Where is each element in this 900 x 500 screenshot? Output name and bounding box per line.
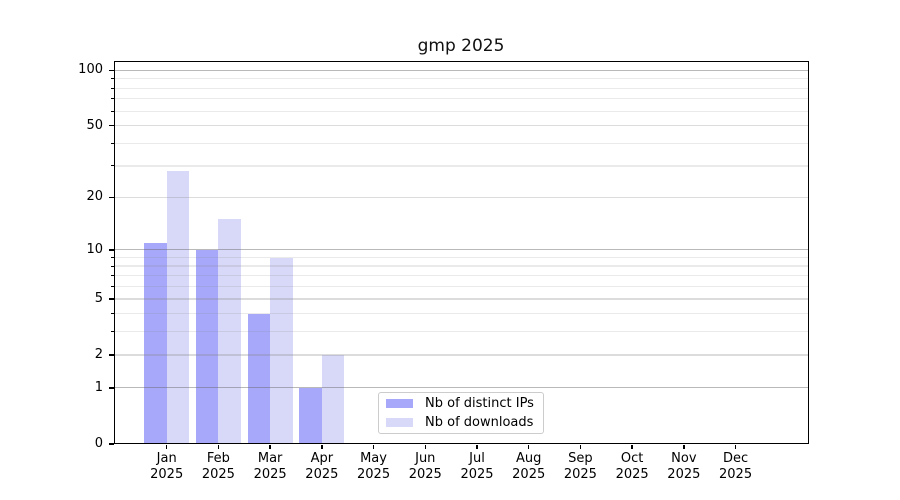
bar-distinct-ips-mar (247, 313, 271, 444)
y-tick-10 (108, 249, 114, 251)
x-tick-label-sep: Sep 2025 (563, 451, 597, 482)
x-tick-jan (166, 444, 168, 450)
y-tick-label-100: 100 (78, 62, 103, 78)
gridline-y-minor-7 (114, 275, 810, 277)
y-tick-50 (108, 124, 114, 127)
bar-downloads-mar (270, 257, 293, 444)
y-tick-minor-6 (110, 285, 114, 287)
y-tick-20 (108, 196, 114, 199)
y-tick-1 (108, 387, 114, 389)
y-tick-minor-7 (110, 275, 114, 277)
gridline-y-minor-80 (114, 87, 810, 89)
gridline-y-1 (114, 387, 810, 389)
y-tick-100 (108, 69, 114, 71)
bar-distinct-ips-apr (299, 387, 322, 444)
legend: Nb of distinct IPs Nb of downloads (378, 392, 544, 434)
x-tick-label-nov: Nov 2025 (667, 451, 701, 482)
gridline-y-minor-4 (114, 313, 810, 315)
y-tick-minor-60 (110, 110, 114, 112)
bar-downloads-jan (166, 171, 190, 444)
gridline-y-minor-40 (114, 142, 810, 144)
x-tick-label-jun: Jun 2025 (408, 451, 442, 482)
gridline-y-minor-70 (114, 98, 810, 100)
legend-swatch-downloads (386, 417, 413, 428)
gridline-y-20 (114, 196, 810, 199)
gridline-y-minor-90 (114, 78, 810, 80)
legend-item-distinct-ips: Nb of distinct IPs (386, 396, 536, 411)
bar-downloads-feb (218, 219, 241, 444)
legend-swatch-distinct-ips (386, 398, 413, 409)
y-tick-label-5: 5 (94, 290, 103, 306)
bar-downloads-apr (321, 355, 345, 444)
x-tick-mar (269, 444, 271, 450)
x-tick-dec (734, 444, 737, 450)
gridline-y-minor-8 (114, 265, 810, 267)
y-tick-label-2: 2 (94, 347, 103, 363)
gridline-y-10 (114, 249, 810, 251)
y-tick-2 (108, 354, 114, 356)
y-tick-minor-90 (110, 78, 114, 80)
x-tick-jul (476, 444, 478, 450)
x-tick-jun (424, 444, 426, 450)
x-tick-label-oct: Oct 2025 (615, 451, 649, 482)
y-tick-minor-30 (110, 165, 114, 167)
x-tick-aug (528, 444, 530, 450)
y-tick-5 (108, 298, 114, 300)
bar-distinct-ips-feb (196, 249, 219, 444)
y-tick-minor-3 (110, 331, 114, 333)
x-tick-label-jul: Jul 2025 (460, 451, 494, 482)
plot-frame (114, 60, 810, 444)
y-tick-label-10: 10 (86, 241, 103, 257)
gridline-y-minor-6 (114, 285, 810, 288)
y-tick-0 (108, 443, 114, 445)
x-tick-may (372, 444, 375, 450)
x-tick-sep (579, 444, 582, 450)
chart-title: gmp 2025 (417, 36, 505, 56)
gridline-y-minor-3 (114, 331, 810, 333)
y-tick-minor-4 (110, 313, 114, 315)
x-tick-label-may: May 2025 (357, 451, 391, 482)
x-tick-feb (217, 444, 220, 450)
gridline-y-minor-9 (114, 256, 810, 259)
x-tick-label-feb: Feb 2025 (201, 451, 235, 482)
y-tick-minor-80 (110, 87, 114, 89)
x-tick-apr (321, 444, 323, 450)
legend-item-downloads: Nb of downloads (386, 415, 536, 430)
y-tick-minor-40 (110, 142, 114, 144)
x-tick-label-jan: Jan 2025 (150, 451, 184, 482)
gridline-y-minor-60 (114, 110, 810, 112)
y-tick-minor-8 (110, 265, 114, 267)
gridline-y-2 (114, 354, 810, 356)
x-tick-nov (683, 444, 685, 450)
x-tick-label-dec: Dec 2025 (719, 451, 753, 482)
y-tick-minor-70 (110, 98, 114, 100)
gridline-y-50 (114, 125, 810, 127)
legend-label-downloads: Nb of downloads (425, 415, 534, 430)
x-tick-oct (631, 444, 633, 450)
gridline-y-5 (114, 298, 810, 300)
x-tick-label-apr: Apr 2025 (305, 451, 339, 482)
legend-label-distinct-ips: Nb of distinct IPs (425, 396, 534, 411)
bar-distinct-ips-jan (144, 242, 167, 444)
y-tick-label-0: 0 (94, 436, 103, 451)
gridline-y-minor-30 (114, 165, 810, 167)
gridline-y-100 (114, 69, 810, 71)
y-tick-label-1: 1 (94, 379, 103, 395)
x-tick-label-mar: Mar 2025 (253, 451, 287, 482)
y-tick-minor-9 (110, 257, 114, 259)
y-tick-label-50: 50 (86, 117, 103, 133)
x-tick-label-aug: Aug 2025 (512, 451, 546, 482)
y-tick-label-20: 20 (86, 189, 103, 205)
